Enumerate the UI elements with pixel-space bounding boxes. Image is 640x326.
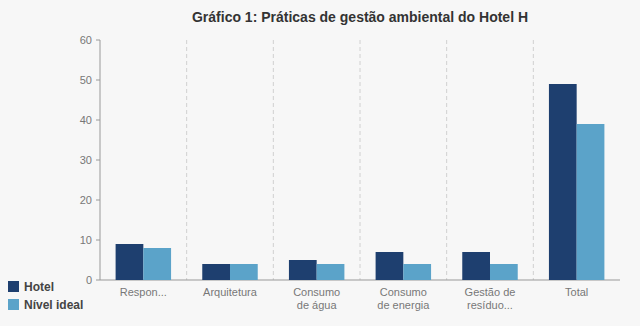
- x-tick-label-line: Respon...: [120, 286, 167, 298]
- y-axis: [100, 40, 101, 280]
- y-tick: [96, 40, 100, 41]
- x-tick-label: Respon...: [120, 286, 167, 298]
- x-axis: [100, 280, 620, 281]
- bar: [490, 264, 518, 280]
- group-separator: [273, 40, 274, 280]
- y-tick: [96, 120, 100, 121]
- y-tick-label: 20: [80, 194, 92, 206]
- bar: [376, 252, 404, 280]
- bar: [462, 252, 490, 280]
- x-tick-label: Arquitetura: [203, 286, 258, 298]
- bar: [577, 124, 605, 280]
- x-tick-label: Gestão deresíduo...: [465, 286, 516, 311]
- x-tick-label-line: de energia: [377, 299, 430, 311]
- legend-label: Hotel: [24, 280, 54, 294]
- background: [0, 0, 640, 326]
- x-tick-label: Consumode água: [293, 286, 340, 311]
- chart: Gráfico 1: Práticas de gestão ambiental …: [0, 0, 640, 326]
- y-tick-label: 0: [86, 274, 92, 286]
- group-separator: [446, 40, 447, 280]
- x-tick-label-line: Gestão de: [465, 286, 516, 298]
- y-tick: [96, 200, 100, 201]
- y-tick: [96, 280, 100, 281]
- group-separator: [360, 40, 361, 280]
- x-tick-label: Total: [565, 286, 588, 298]
- group-separator: [533, 40, 534, 280]
- y-tick: [96, 80, 100, 81]
- title: Gráfico 1: Práticas de gestão ambiental …: [192, 9, 528, 25]
- legend-swatch: [8, 299, 19, 310]
- bar: [317, 264, 345, 280]
- x-tick-label-line: Consumo: [380, 286, 427, 298]
- y-tick-label: 30: [80, 154, 92, 166]
- x-tick-label-line: Total: [565, 286, 588, 298]
- bar: [116, 244, 144, 280]
- bar: [202, 264, 230, 280]
- y-tick-label: 40: [80, 114, 92, 126]
- bar: [143, 248, 171, 280]
- x-tick-label-line: Consumo: [293, 286, 340, 298]
- bar: [289, 260, 317, 280]
- y-tick-label: 10: [80, 234, 92, 246]
- y-tick-label: 60: [80, 34, 92, 46]
- legend-swatch: [8, 281, 19, 292]
- bars: [116, 84, 605, 280]
- x-tick-label-line: resíduo...: [467, 299, 513, 311]
- x-tick-label-line: Arquitetura: [203, 286, 258, 298]
- group-separator: [186, 40, 187, 280]
- y-tick-label: 50: [80, 74, 92, 86]
- y-tick: [96, 240, 100, 241]
- x-tick-label-line: de água: [297, 299, 338, 311]
- x-tick-label: Consumode energia: [377, 286, 430, 311]
- legend-label: Nível ideal: [24, 298, 83, 312]
- y-tick: [96, 160, 100, 161]
- bar: [230, 264, 258, 280]
- bar: [403, 264, 431, 280]
- bar: [549, 84, 577, 280]
